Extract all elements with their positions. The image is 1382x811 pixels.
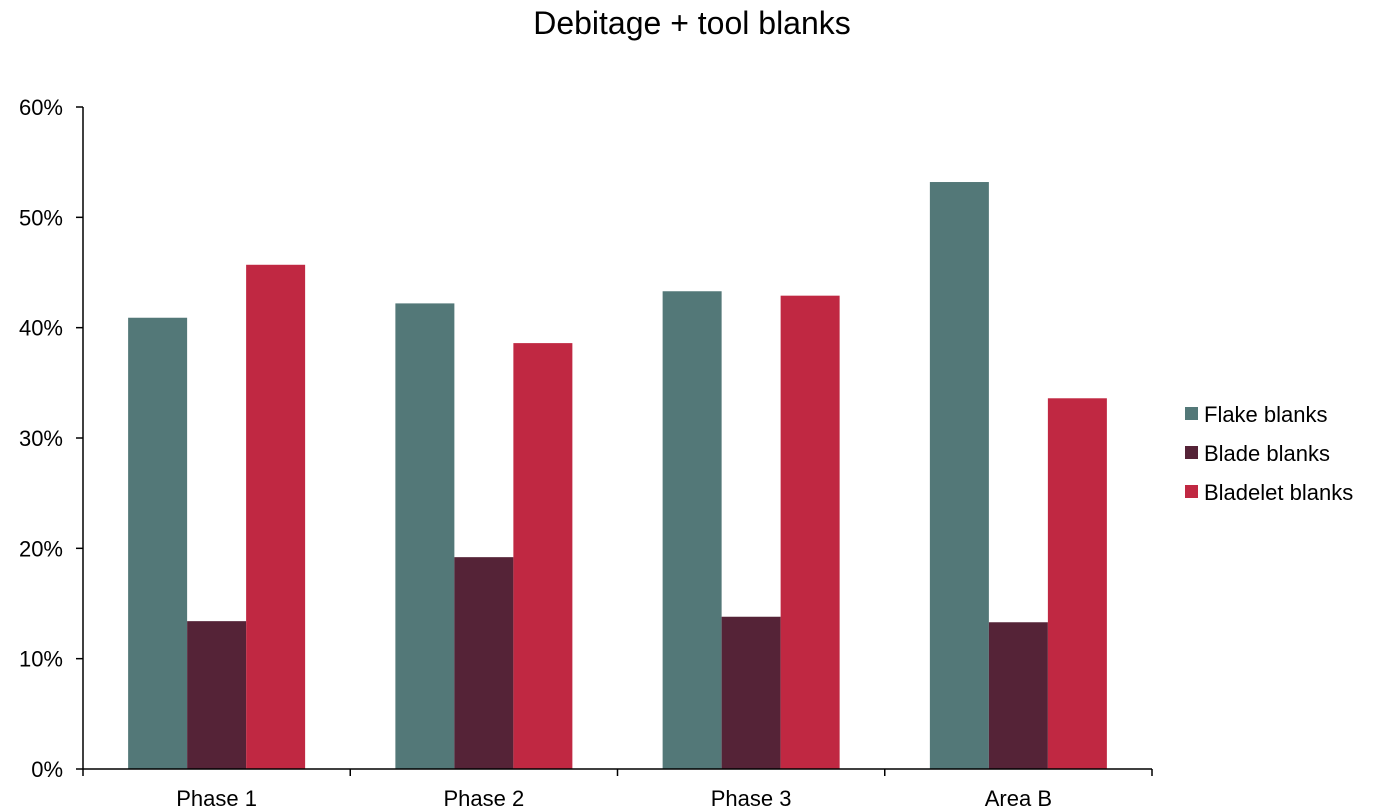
legend-label-flake-blanks: Flake blanks [1204,402,1328,427]
legend-label-bladelet-blanks: Bladelet blanks [1204,480,1353,505]
y-tick-label: 30% [19,426,63,451]
x-tick-label: Phase 1 [176,786,257,811]
y-tick-label: 60% [19,95,63,120]
bar-bladelet-blanks-phase-1 [246,264,306,769]
bar-bladelet-blanks-area-b [1047,398,1107,769]
legend-swatch-blade-blanks [1185,446,1198,459]
bar-blade-blanks-phase-3 [721,616,781,769]
y-tick-label: 0% [31,757,63,782]
legend-label-blade-blanks: Blade blanks [1204,441,1330,466]
bar-flake-blanks-phase-1 [128,317,188,769]
chart-title: Debitage + tool blanks [533,5,851,41]
bars-layer [128,182,1107,769]
bar-bladelet-blanks-phase-3 [780,295,840,769]
axes-layer: 0% 10% 20% 30% 40% 50% 60% Phase 1 Phase 2 Phase … [19,95,1153,811]
bar-bladelet-blanks-phase-2 [513,343,573,769]
bar-flake-blanks-phase-2 [395,303,455,769]
x-tick-label: Phase 3 [711,786,792,811]
legend: Flake blanks Blade blanks Bladelet blanks [1185,402,1353,505]
y-tick-label: 20% [19,536,63,561]
x-tick-label: Area B [985,786,1052,811]
y-tick-label: 50% [19,205,63,230]
legend-swatch-flake-blanks [1185,407,1198,420]
bar-blade-blanks-area-b [988,622,1048,769]
bar-flake-blanks-phase-3 [662,291,722,769]
y-tick-label: 40% [19,316,63,341]
bar-blade-blanks-phase-2 [454,557,514,769]
legend-swatch-bladelet-blanks [1185,485,1198,498]
bar-flake-blanks-area-b [929,182,989,769]
y-tick-label: 10% [19,647,63,672]
bar-blade-blanks-phase-1 [187,621,247,769]
x-tick-label: Phase 2 [444,786,525,811]
